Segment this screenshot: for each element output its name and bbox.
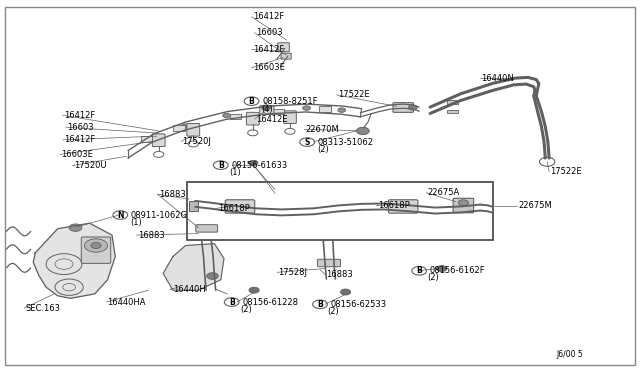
Text: (1): (1) [229, 168, 241, 177]
Text: (2): (2) [428, 273, 439, 282]
Text: SEC.163: SEC.163 [26, 304, 61, 312]
Text: 22675M: 22675M [518, 201, 552, 210]
Circle shape [262, 105, 271, 110]
Text: 16603: 16603 [67, 123, 94, 132]
Circle shape [249, 160, 258, 166]
Circle shape [412, 266, 427, 275]
Circle shape [84, 239, 108, 252]
Text: 16412F: 16412F [253, 12, 284, 21]
Text: (2): (2) [328, 307, 339, 316]
Circle shape [436, 266, 447, 272]
Circle shape [69, 224, 82, 231]
Circle shape [225, 298, 239, 307]
Circle shape [223, 113, 230, 118]
FancyBboxPatch shape [225, 200, 255, 213]
Text: 17520J: 17520J [182, 137, 211, 146]
FancyBboxPatch shape [393, 103, 413, 112]
Text: 08313-51062: 08313-51062 [317, 138, 374, 147]
FancyBboxPatch shape [196, 225, 218, 232]
FancyBboxPatch shape [81, 237, 111, 263]
Circle shape [356, 127, 369, 135]
FancyBboxPatch shape [278, 43, 289, 52]
Circle shape [91, 243, 101, 248]
Text: 17522E: 17522E [550, 167, 582, 176]
Text: S: S [305, 138, 310, 147]
FancyBboxPatch shape [230, 114, 241, 119]
FancyBboxPatch shape [273, 109, 284, 114]
Text: N: N [117, 211, 124, 219]
Text: B: B [317, 300, 323, 309]
Text: 16412F: 16412F [253, 45, 284, 54]
Circle shape [244, 97, 259, 106]
Text: 16883: 16883 [326, 270, 353, 279]
Text: 08911-1062G: 08911-1062G [131, 211, 188, 219]
Polygon shape [163, 244, 224, 290]
Circle shape [113, 211, 128, 219]
Circle shape [408, 105, 417, 110]
FancyBboxPatch shape [453, 198, 474, 213]
Text: 16883: 16883 [159, 190, 186, 199]
Text: 08156-62533: 08156-62533 [330, 300, 387, 309]
Text: 16618P: 16618P [218, 204, 250, 213]
Bar [447, 110, 458, 113]
Text: B: B [249, 97, 254, 106]
Text: B: B [218, 161, 223, 170]
Text: (2): (2) [240, 305, 252, 314]
Text: 16603E: 16603E [61, 150, 93, 159]
Circle shape [249, 287, 259, 293]
Text: B: B [417, 266, 422, 275]
Circle shape [458, 200, 468, 206]
Text: 22675A: 22675A [428, 188, 460, 197]
FancyBboxPatch shape [388, 200, 418, 213]
Bar [187, 182, 493, 240]
FancyBboxPatch shape [187, 124, 200, 136]
FancyBboxPatch shape [196, 250, 218, 257]
Text: 16603E: 16603E [253, 63, 285, 72]
Text: 16618P: 16618P [378, 201, 410, 210]
Text: 22670M: 22670M [305, 125, 339, 134]
Text: (2): (2) [317, 145, 328, 154]
Text: 08158-8251F: 08158-8251F [262, 97, 317, 106]
Text: B: B [229, 298, 234, 307]
Text: (4): (4) [261, 105, 273, 114]
Bar [189, 201, 198, 211]
Circle shape [181, 124, 189, 128]
Text: 16412F: 16412F [64, 111, 95, 120]
FancyBboxPatch shape [173, 125, 185, 131]
Circle shape [300, 138, 315, 146]
Text: 16440H: 16440H [173, 285, 205, 294]
Text: 08156-61228: 08156-61228 [243, 298, 298, 307]
Circle shape [303, 106, 310, 110]
FancyBboxPatch shape [284, 111, 296, 124]
Text: 16412E: 16412E [256, 115, 287, 124]
Text: 16603: 16603 [256, 28, 283, 37]
Text: J6/00 5: J6/00 5 [557, 350, 584, 359]
Circle shape [207, 273, 218, 279]
FancyBboxPatch shape [281, 53, 291, 59]
Circle shape [312, 300, 328, 309]
Circle shape [340, 289, 351, 295]
FancyBboxPatch shape [152, 134, 165, 147]
FancyBboxPatch shape [317, 259, 340, 267]
FancyBboxPatch shape [319, 106, 331, 112]
Text: 16440HA: 16440HA [108, 298, 146, 307]
Text: 16440N: 16440N [481, 74, 514, 83]
Bar [447, 100, 458, 104]
FancyBboxPatch shape [141, 136, 152, 142]
Circle shape [264, 108, 272, 112]
Text: 17528J: 17528J [278, 268, 307, 277]
Polygon shape [33, 223, 115, 298]
Text: (1): (1) [131, 218, 142, 227]
Text: 16883: 16883 [138, 231, 164, 240]
Text: 16412F: 16412F [64, 135, 95, 144]
Text: 08156-61633: 08156-61633 [232, 161, 287, 170]
FancyBboxPatch shape [260, 106, 274, 115]
Text: 17522E: 17522E [338, 90, 369, 99]
Circle shape [214, 161, 228, 169]
Text: 17520U: 17520U [74, 161, 106, 170]
Text: 08156-6162F: 08156-6162F [430, 266, 485, 275]
FancyBboxPatch shape [246, 112, 259, 125]
Circle shape [338, 108, 346, 112]
